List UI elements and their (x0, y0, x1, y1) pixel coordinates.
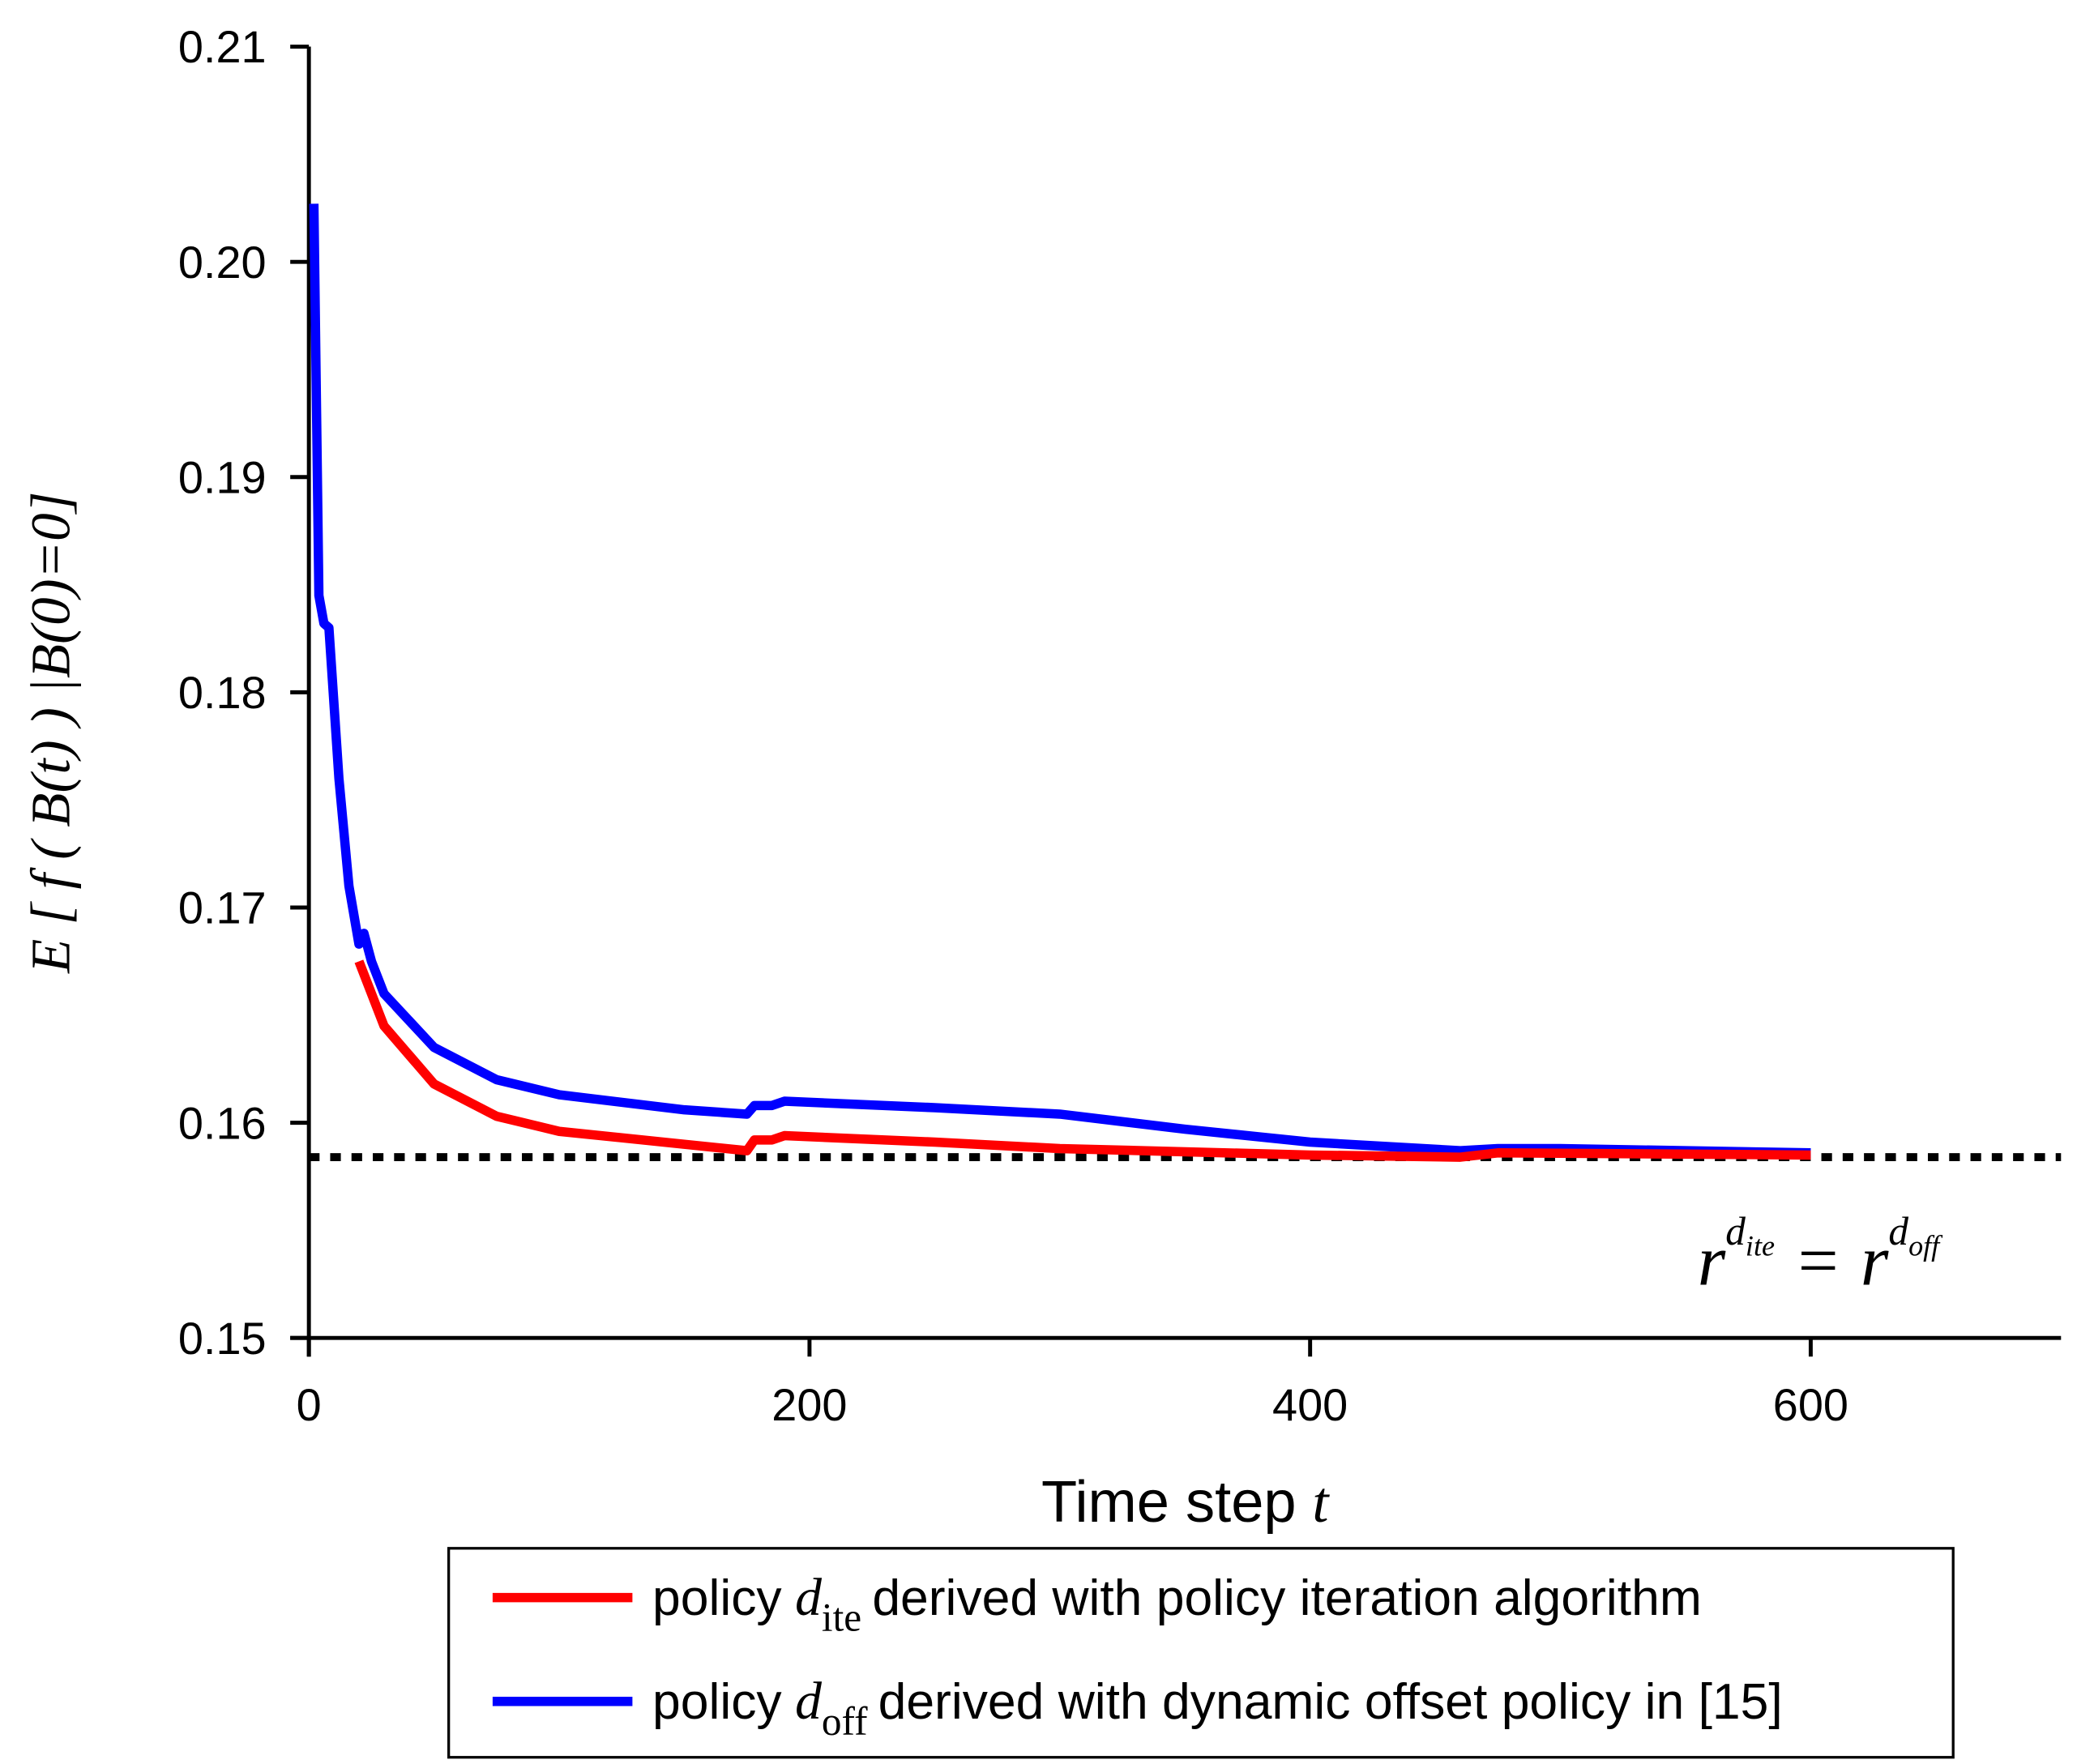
y-tick-label: 0.16 (178, 1097, 267, 1148)
legend-label: policy dite derived with policy iteration … (652, 1568, 1702, 1640)
legend-sub: off (822, 1699, 868, 1744)
x-tick-label: 600 (1773, 1379, 1848, 1430)
y-tick-label: 0.15 (178, 1313, 267, 1364)
legend-label: policy doff derived with dynamic offset po… (652, 1672, 1783, 1744)
legend-text: policy (652, 1570, 782, 1626)
x-tick-label: 400 (1272, 1379, 1348, 1430)
legend-text: derived with policy iteration algorithm (872, 1570, 1702, 1626)
x-tick-label: 0 (297, 1379, 322, 1430)
annotation-part: r (1698, 1221, 1726, 1301)
y-tick-label: 0.21 (178, 21, 267, 72)
series-line (354, 959, 1811, 1162)
legend-text: policy (652, 1673, 782, 1730)
annotation: rdite = rdoff (1698, 1209, 1943, 1301)
x-axis-title-text: Time step (1041, 1470, 1297, 1535)
y-tick-label: 0.18 (178, 667, 267, 718)
x-tick-label: 200 (771, 1379, 847, 1430)
legend-box (447, 1547, 1955, 1759)
annotation-part: = (1793, 1221, 1842, 1301)
annotation-part: r (1861, 1221, 1889, 1301)
series-line (309, 203, 1811, 1158)
y-tick-label: 0.20 (178, 237, 267, 288)
annotation-part: ite (1746, 1229, 1775, 1262)
annotation-part: d (1888, 1209, 1908, 1254)
legend-sub: ite (822, 1595, 861, 1640)
legend-text: derived with dynamic offset policy in [1… (878, 1673, 1783, 1730)
y-tick-label: 0.17 (178, 882, 267, 933)
y-tick-label: 0.19 (178, 451, 267, 502)
legend-var: d (795, 1672, 823, 1731)
annotation-part: off (1908, 1229, 1943, 1262)
x-axis-title: Time step t (1041, 1470, 1330, 1535)
x-axis-title-var: t (1312, 1470, 1330, 1535)
annotation-part: d (1725, 1209, 1746, 1254)
legend-var: d (795, 1568, 823, 1627)
y-axis-title: E [ f ( B(t) ) |B(0)=0] (19, 491, 81, 973)
